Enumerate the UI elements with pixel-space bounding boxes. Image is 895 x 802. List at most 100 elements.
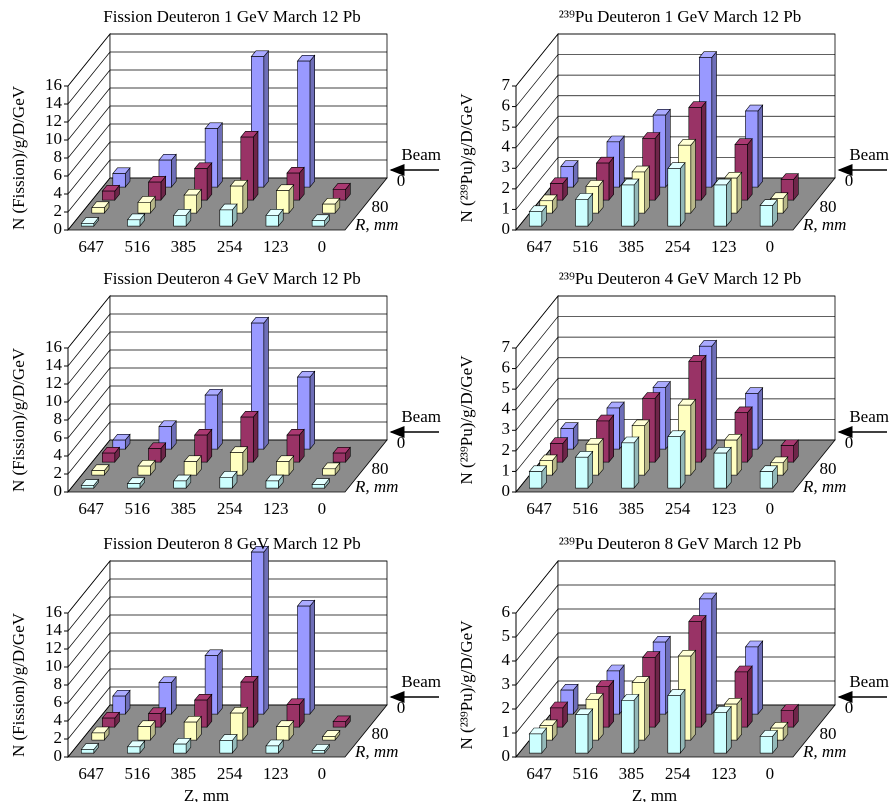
bar	[759, 464, 778, 489]
bar-front	[332, 452, 346, 463]
bar	[112, 166, 131, 188]
bar-side	[598, 437, 604, 476]
bar-front	[311, 750, 325, 754]
z-tick-label: 0	[397, 171, 406, 190]
bar-side	[253, 675, 259, 728]
bar	[321, 462, 341, 476]
y-tick-label: 4	[502, 137, 511, 156]
bar-front	[183, 461, 197, 476]
bar	[126, 740, 146, 754]
x-tick-label: 0	[766, 764, 775, 783]
bar	[219, 733, 238, 754]
bar	[296, 599, 316, 715]
y-tick-label: 0	[502, 219, 511, 238]
grid-line	[67, 439, 111, 493]
bar	[91, 200, 110, 214]
grid-line	[67, 313, 111, 367]
y-tick-label: 0	[502, 746, 511, 765]
bar-front	[621, 442, 635, 489]
bar-side	[633, 436, 640, 489]
grid-line	[515, 656, 559, 710]
grid-line	[515, 632, 559, 686]
bar-front	[173, 480, 187, 489]
bar	[667, 161, 686, 227]
bar-front	[102, 717, 116, 728]
bar-side	[309, 54, 316, 188]
y-tick-label: 3	[502, 157, 511, 176]
bar-side	[608, 414, 615, 463]
bar	[667, 429, 686, 489]
grid-line	[67, 668, 111, 722]
grid-line	[67, 632, 111, 686]
annotation: Beam	[849, 145, 889, 164]
grid-line	[67, 69, 111, 123]
x-tick-label: 647	[526, 764, 552, 783]
bar	[158, 153, 177, 188]
bar	[193, 428, 213, 463]
bar-front	[127, 483, 141, 489]
x-axis-label: Z, mm	[632, 786, 677, 802]
bar-front	[265, 745, 279, 754]
z-axis-label: R, mm	[354, 742, 398, 761]
y-tick-label: 2	[54, 463, 63, 482]
grid-line	[515, 316, 559, 369]
z-tick-label: 80	[372, 724, 389, 743]
bar-side	[711, 339, 717, 450]
z-tick-label: 80	[820, 459, 837, 478]
x-tick-label: 385	[619, 764, 645, 783]
annotation: Beam	[401, 145, 441, 164]
bar	[240, 130, 259, 201]
bar	[193, 161, 213, 201]
bar-side	[757, 104, 764, 188]
y-tick-label: 2	[54, 728, 63, 747]
y-tick-label: 8	[54, 409, 63, 428]
grid-line	[67, 51, 111, 105]
bar	[183, 188, 202, 214]
bar-front	[621, 184, 635, 227]
bar-front	[219, 740, 233, 754]
bar-front	[137, 465, 151, 476]
y-tick-label: 12	[45, 111, 62, 130]
y-tick-label: 14	[45, 93, 63, 112]
grid-line	[67, 650, 111, 704]
x-tick-label: 647	[78, 764, 104, 783]
bar-side	[690, 398, 696, 476]
bar-front	[265, 215, 279, 227]
grid-line	[515, 398, 559, 452]
y-tick-label: 2	[502, 698, 511, 717]
bar	[275, 719, 295, 741]
grid-line	[515, 95, 559, 148]
y-tick-label: 16	[45, 602, 62, 621]
bar	[528, 727, 548, 754]
bar-side	[700, 354, 707, 463]
y-tick-label: 16	[45, 75, 62, 94]
x-tick-label: 254	[665, 764, 691, 783]
bar-front	[127, 219, 141, 227]
bar	[332, 715, 351, 728]
bar	[780, 438, 799, 463]
grid-line	[515, 136, 559, 190]
bar	[321, 197, 341, 214]
bar-front	[713, 452, 727, 489]
y-tick-label: 3	[502, 674, 511, 693]
bar	[296, 54, 316, 188]
bar-side	[206, 161, 213, 201]
z-axis-label: R, mm	[802, 215, 846, 234]
z-tick-label: 80	[372, 197, 389, 216]
bar-front	[102, 190, 116, 201]
z-axis-label: R, mm	[802, 477, 846, 496]
bar-front	[322, 468, 336, 476]
bar	[219, 470, 238, 489]
y-tick-label: 8	[54, 674, 63, 693]
bar-front	[173, 743, 187, 754]
bar-side	[690, 138, 696, 214]
y-tick-label: 2	[54, 201, 63, 220]
grid-line	[67, 87, 111, 141]
bar-side	[633, 178, 640, 227]
y-tick-label: 5	[502, 626, 511, 645]
grid-line	[67, 295, 111, 349]
bar-side	[644, 165, 650, 214]
annotation: Beam	[401, 672, 441, 691]
bar-side	[587, 708, 594, 754]
bar	[112, 689, 131, 715]
